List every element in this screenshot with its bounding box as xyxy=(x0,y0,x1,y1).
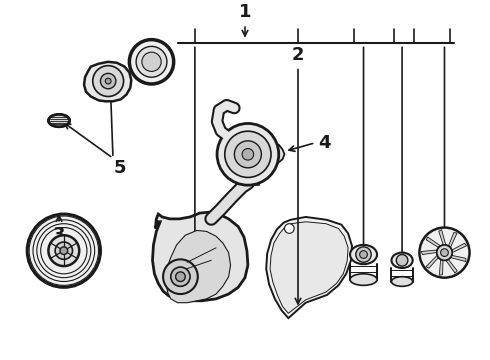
Polygon shape xyxy=(236,177,260,185)
Polygon shape xyxy=(439,230,446,245)
Circle shape xyxy=(437,245,452,260)
Circle shape xyxy=(49,235,79,266)
Polygon shape xyxy=(266,217,352,318)
Circle shape xyxy=(225,131,271,177)
Polygon shape xyxy=(84,62,131,101)
Text: 2: 2 xyxy=(292,46,304,64)
Circle shape xyxy=(441,249,448,256)
Circle shape xyxy=(105,78,111,84)
Polygon shape xyxy=(421,250,437,255)
Circle shape xyxy=(419,228,469,278)
Polygon shape xyxy=(166,230,230,303)
Circle shape xyxy=(163,259,198,294)
Text: 1: 1 xyxy=(239,3,251,21)
Polygon shape xyxy=(271,145,285,164)
Polygon shape xyxy=(270,222,348,313)
Circle shape xyxy=(55,242,73,259)
Ellipse shape xyxy=(392,277,413,286)
Text: 3: 3 xyxy=(53,226,65,244)
Polygon shape xyxy=(426,237,441,248)
Circle shape xyxy=(60,247,68,255)
Circle shape xyxy=(396,255,408,266)
Ellipse shape xyxy=(392,253,413,268)
Circle shape xyxy=(285,224,294,233)
Polygon shape xyxy=(446,259,457,273)
Polygon shape xyxy=(448,233,457,248)
Text: 5: 5 xyxy=(114,159,126,177)
Circle shape xyxy=(360,251,368,258)
Circle shape xyxy=(217,123,279,185)
Circle shape xyxy=(242,149,254,160)
Circle shape xyxy=(437,245,452,260)
Circle shape xyxy=(93,66,123,96)
Polygon shape xyxy=(426,255,439,268)
Circle shape xyxy=(142,52,161,71)
Circle shape xyxy=(171,267,190,286)
Polygon shape xyxy=(450,255,466,262)
Ellipse shape xyxy=(350,274,377,285)
Polygon shape xyxy=(152,212,248,301)
Circle shape xyxy=(175,272,185,282)
Circle shape xyxy=(100,73,116,89)
Circle shape xyxy=(234,141,261,168)
Circle shape xyxy=(136,46,167,77)
Polygon shape xyxy=(440,259,443,275)
Ellipse shape xyxy=(49,114,70,127)
Circle shape xyxy=(129,40,173,84)
Polygon shape xyxy=(452,243,466,253)
Text: 4: 4 xyxy=(318,134,331,152)
Circle shape xyxy=(27,214,100,287)
Circle shape xyxy=(356,247,371,262)
Ellipse shape xyxy=(350,245,377,264)
